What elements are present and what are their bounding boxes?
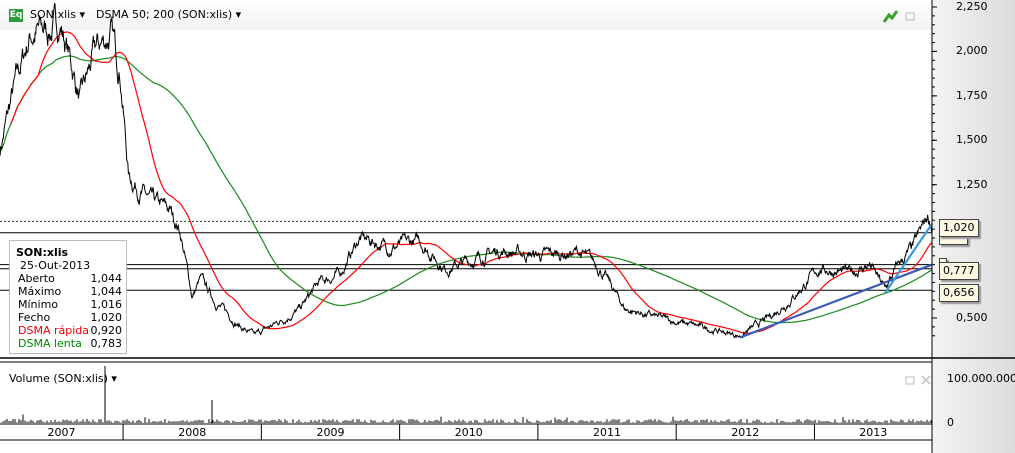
chevron-down-icon: ▾ bbox=[235, 8, 242, 21]
volume-axis-zero: 0 bbox=[947, 416, 954, 429]
y-tick-label: 1,500 bbox=[956, 133, 988, 147]
indicator-label: DSMA 50; 200 (SON:xlis) bbox=[96, 8, 233, 21]
y-tick-label: 2,000 bbox=[956, 44, 988, 58]
price-tag-last: 1,020 bbox=[939, 219, 979, 237]
legend-date: 25-Out-2013 bbox=[20, 259, 91, 272]
legend-label: Fecho bbox=[18, 311, 51, 324]
x-year-label: 2008 bbox=[178, 426, 207, 439]
chevron-down-icon: ▾ bbox=[79, 8, 85, 21]
y-tick-label: 2,250 bbox=[956, 0, 988, 13]
legend-value: 1,044 bbox=[90, 272, 123, 285]
symbol-selector[interactable]: SON:xlis ▾ bbox=[30, 8, 85, 21]
indicator-selector[interactable]: DSMA 50; 200 (SON:xlis) ▾ bbox=[96, 8, 241, 21]
trend-line bbox=[739, 263, 933, 339]
legend-value: 1,044 bbox=[90, 285, 123, 298]
legend-label: Aberto bbox=[18, 272, 55, 285]
legend-label: DSMA rápida bbox=[18, 324, 89, 337]
volume-restore-icon[interactable] bbox=[905, 376, 915, 385]
restore-icon[interactable] bbox=[905, 12, 915, 21]
legend-label: Mínimo bbox=[18, 298, 59, 311]
x-year-label: 2009 bbox=[316, 426, 345, 439]
y-tick-label: 1,750 bbox=[956, 88, 988, 102]
x-year-label: 2013 bbox=[859, 426, 888, 439]
x-year-label: 2010 bbox=[454, 426, 483, 439]
volume-title-label: Volume (SON:xlis) bbox=[9, 372, 108, 385]
y-tick-label: 1,250 bbox=[956, 177, 988, 191]
trend-icon[interactable] bbox=[882, 10, 899, 23]
legend-label: Máximo bbox=[18, 285, 62, 298]
volume-title[interactable]: Volume (SON:xlis) ▾ bbox=[9, 372, 117, 385]
x-year-label: 2007 bbox=[47, 426, 76, 439]
x-year-label: 2011 bbox=[593, 426, 622, 439]
legend-label: DSMA lenta bbox=[18, 337, 82, 350]
eq-icon: Eq bbox=[9, 9, 23, 22]
fast-ma-line bbox=[10, 31, 933, 334]
y-tick-label: 0,500 bbox=[956, 311, 988, 324]
volume-bars bbox=[0, 366, 932, 423]
price-tag-level: 0,656 bbox=[939, 284, 979, 302]
legend-value: 1,020 bbox=[90, 311, 123, 324]
price-tag-level: 0,777 bbox=[939, 262, 979, 280]
legend-title: SON:xlis bbox=[16, 246, 69, 259]
price-line bbox=[0, 2, 933, 339]
legend-value: 0,783 bbox=[90, 337, 123, 350]
slow-ma-line bbox=[0, 55, 933, 324]
chevron-down-icon: ▾ bbox=[111, 372, 117, 385]
symbol-label: SON:xlis bbox=[30, 8, 76, 21]
trend-line bbox=[884, 223, 933, 294]
x-year-label: 2012 bbox=[731, 426, 760, 439]
volume-close-icon[interactable] bbox=[921, 375, 931, 385]
legend-value: 1,016 bbox=[90, 298, 123, 311]
data-legend: SON:xlis 25-Out-2013 Aberto 1,044 Máximo 1… bbox=[9, 240, 127, 354]
volume-axis-max: 100.000.000 bbox=[947, 372, 1015, 385]
legend-value: 0,920 bbox=[90, 324, 123, 337]
